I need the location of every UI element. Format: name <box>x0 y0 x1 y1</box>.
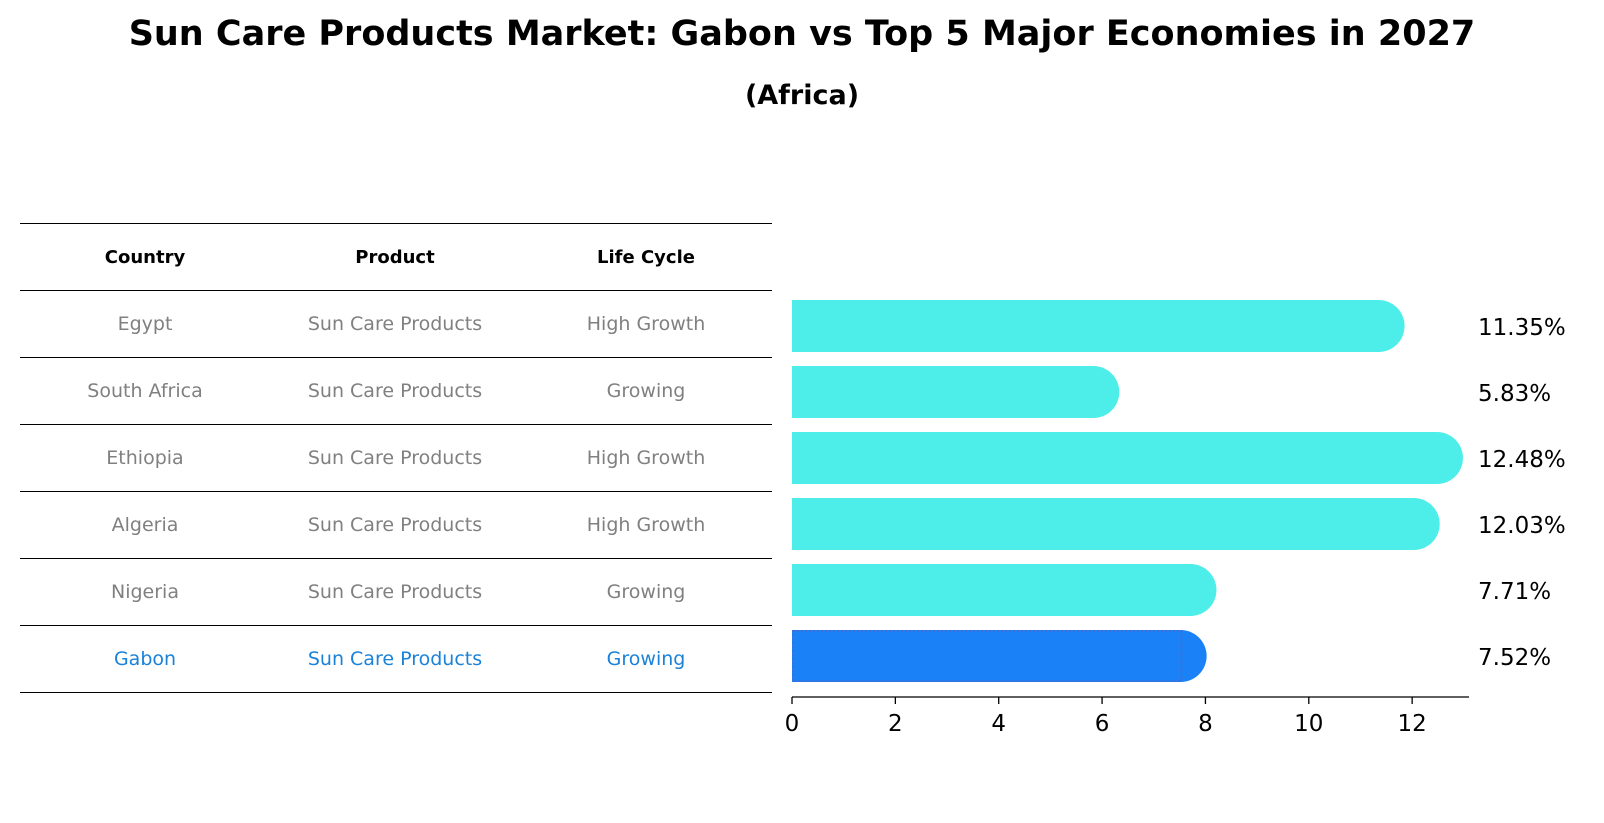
table-header-row: Country Product Life Cycle <box>20 223 772 290</box>
table-row: Algeria Sun Care Products High Growth <box>20 491 772 558</box>
cell-country: South Africa <box>87 380 203 402</box>
cell-product: Sun Care Products <box>307 447 483 469</box>
cell-product: Sun Care Products <box>307 648 483 670</box>
cell-life-cycle: High Growth <box>586 514 706 536</box>
cell-product: Sun Care Products <box>307 380 483 402</box>
cell-country: Algeria <box>111 514 179 536</box>
cell-life-cycle: Growing <box>606 648 686 670</box>
header-life-cycle: Life Cycle <box>597 246 695 268</box>
table-row: Nigeria Sun Care Products Growing <box>20 558 772 625</box>
data-table: Country Product Life Cycle Egypt Sun Car… <box>20 223 772 693</box>
x-tick-label: 12 <box>1398 711 1427 737</box>
cell-product: Sun Care Products <box>307 581 483 603</box>
x-tick-label: 6 <box>1095 711 1110 737</box>
bar-cap-algeria <box>1387 498 1440 550</box>
bar-value-label: 11.35% <box>1478 315 1566 341</box>
bar-algeria <box>792 498 1414 550</box>
cell-country: Gabon <box>113 648 177 670</box>
bar-cap-ethiopia <box>1410 432 1463 484</box>
bar-egypt <box>792 300 1379 352</box>
cell-life-cycle: Growing <box>606 581 686 603</box>
header-product: Product <box>355 246 435 268</box>
header-country: Country <box>104 246 186 268</box>
x-tick-label: 4 <box>991 711 1006 737</box>
cell-product: Sun Care Products <box>307 313 483 335</box>
bar-value-label: 7.52% <box>1478 645 1551 671</box>
bar-highlight-outline <box>792 630 1183 682</box>
chart-title: Sun Care Products Market: Gabon vs Top 5… <box>128 14 1476 54</box>
bar-value-label: 5.83% <box>1478 381 1551 407</box>
bar-value-label: 7.71% <box>1478 579 1551 605</box>
bar-gabon <box>792 630 1181 682</box>
cell-life-cycle: High Growth <box>586 313 706 335</box>
bar-ethiopia <box>792 432 1437 484</box>
table-row: South Africa Sun Care Products Growing <box>20 357 772 424</box>
x-tick-label: 8 <box>1198 711 1213 737</box>
chart-subtitle: (Africa) <box>744 80 860 111</box>
bar-cap-egypt <box>1352 300 1405 352</box>
bar-cap-nigeria <box>1164 564 1217 616</box>
bar-value-label: 12.03% <box>1478 513 1566 539</box>
x-tick-label: 2 <box>888 711 903 737</box>
table-row-highlighted: Gabon Sun Care Products Growing <box>20 625 772 693</box>
x-tick-label: 10 <box>1294 711 1323 737</box>
table-row: Ethiopia Sun Care Products High Growth <box>20 424 772 491</box>
table-row: Egypt Sun Care Products High Growth <box>20 290 772 357</box>
x-tick-label: 0 <box>785 711 800 737</box>
bar-south-africa <box>792 366 1094 418</box>
cell-life-cycle: High Growth <box>586 447 706 469</box>
bar-cap-south-africa <box>1067 366 1120 418</box>
cell-country: Nigeria <box>111 581 179 603</box>
bar-nigeria <box>792 564 1191 616</box>
cell-product: Sun Care Products <box>307 514 483 536</box>
cell-country: Ethiopia <box>106 447 184 469</box>
bar-value-label: 12.48% <box>1478 447 1566 473</box>
cell-country: Egypt <box>117 313 173 335</box>
cell-life-cycle: Growing <box>606 380 686 402</box>
